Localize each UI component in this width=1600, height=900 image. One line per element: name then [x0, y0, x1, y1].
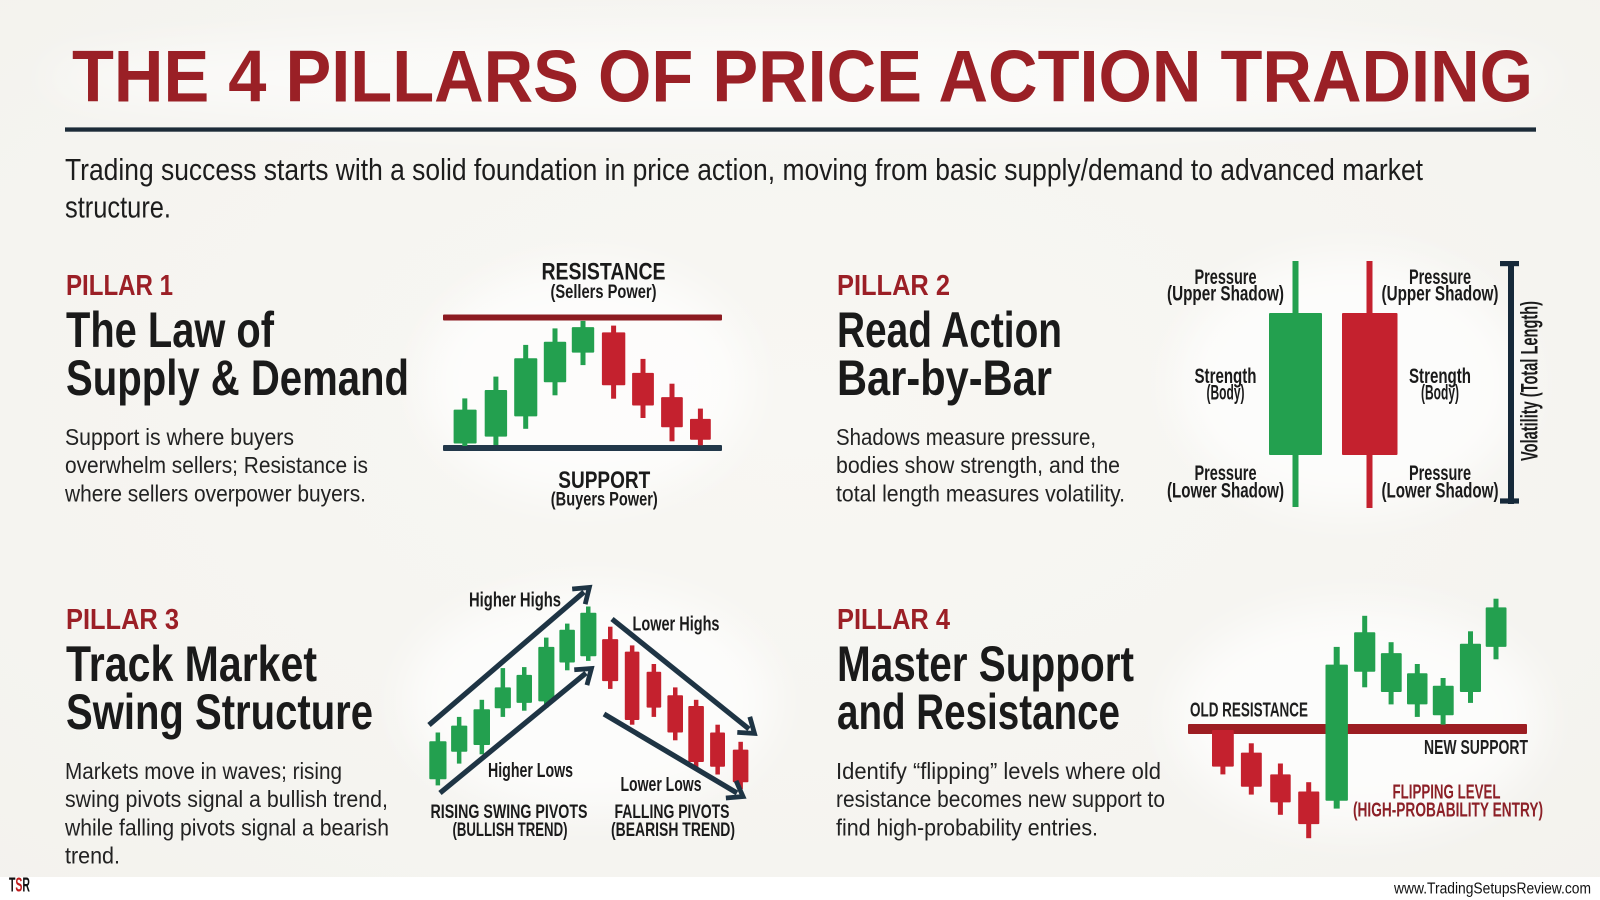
- svg-text:trend.: trend.: [65, 843, 120, 869]
- svg-text:(Body): (Body): [1207, 382, 1245, 405]
- svg-text:FLIPPING LEVEL: FLIPPING LEVEL: [1393, 782, 1501, 804]
- svg-text:RESISTANCE: RESISTANCE: [542, 259, 666, 286]
- svg-text:total length measures volatili: total length measures volatility.: [836, 480, 1125, 506]
- svg-text:TSR: TSR: [9, 874, 30, 897]
- svg-text:(HIGH-PROBABILITY ENTRY): (HIGH-PROBABILITY ENTRY): [1353, 800, 1543, 822]
- svg-text:(Upper Shadow): (Upper Shadow): [1167, 283, 1284, 306]
- svg-text:Bar-by-Bar: Bar-by-Bar: [837, 350, 1052, 406]
- svg-text:Track Market: Track Market: [66, 636, 317, 692]
- svg-text:and Resistance: and Resistance: [837, 684, 1120, 740]
- svg-text:Pressure: Pressure: [1195, 266, 1257, 289]
- svg-text:OLD RESISTANCE: OLD RESISTANCE: [1190, 700, 1308, 722]
- svg-text:Trading success starts with a: Trading success starts with a solid foun…: [65, 152, 1423, 187]
- svg-text:swing pivots signal a bullish: swing pivots signal a bullish trend,: [65, 786, 388, 812]
- svg-text:NEW SUPPORT: NEW SUPPORT: [1424, 737, 1528, 759]
- svg-text:while falling pivots signal a: while falling pivots signal a bearish: [64, 814, 389, 840]
- svg-text:Support is where buyers: Support is where buyers: [65, 424, 294, 450]
- svg-text:(Body): (Body): [1421, 382, 1459, 405]
- svg-text:SUPPORT: SUPPORT: [558, 467, 650, 494]
- svg-text:THE 4 PILLARS OF PRICE ACTION: THE 4 PILLARS OF PRICE ACTION TRADING: [72, 35, 1533, 118]
- svg-text:(Sellers Power): (Sellers Power): [551, 281, 657, 303]
- svg-text:Strength: Strength: [1409, 365, 1471, 388]
- svg-text:(Lower Shadow): (Lower Shadow): [1382, 479, 1499, 502]
- svg-text:Shadows measure pressure,: Shadows measure pressure,: [836, 424, 1096, 450]
- svg-text:(Upper Shadow): (Upper Shadow): [1382, 283, 1499, 306]
- svg-text:(BEARISH TREND): (BEARISH TREND): [611, 819, 735, 841]
- svg-text:Identify “flipping” levels whe: Identify “flipping” levels where old: [836, 758, 1161, 784]
- svg-text:Swing Structure: Swing Structure: [66, 684, 373, 740]
- svg-text:Pressure: Pressure: [1409, 266, 1471, 289]
- svg-text:PILLAR 1: PILLAR 1: [66, 270, 173, 302]
- svg-text:Pressure: Pressure: [1409, 462, 1471, 485]
- svg-text:(BULLISH TREND): (BULLISH TREND): [453, 819, 568, 841]
- svg-text:resistance becomes new support: resistance becomes new support to: [836, 786, 1165, 812]
- svg-text:RISING SWING PIVOTS: RISING SWING PIVOTS: [431, 801, 588, 823]
- svg-text:Higher Highs: Higher Highs: [469, 589, 561, 611]
- svg-text:Master Support: Master Support: [837, 636, 1134, 692]
- svg-text:structure.: structure.: [65, 190, 171, 225]
- svg-text:PILLAR 2: PILLAR 2: [837, 270, 950, 302]
- svg-text:PILLAR 3: PILLAR 3: [66, 604, 179, 636]
- svg-text:(Lower Shadow): (Lower Shadow): [1167, 479, 1284, 502]
- svg-text:PILLAR 4: PILLAR 4: [837, 604, 950, 636]
- svg-text:FALLING PIVOTS: FALLING PIVOTS: [615, 801, 730, 823]
- svg-text:www.TradingSetupsReview.com: www.TradingSetupsReview.com: [1393, 881, 1591, 898]
- svg-text:find high-probability entries.: find high-probability entries.: [836, 814, 1098, 840]
- svg-text:Higher Lows: Higher Lows: [488, 760, 573, 782]
- svg-text:Pressure: Pressure: [1195, 462, 1257, 485]
- svg-text:Markets move in waves; rising: Markets move in waves; rising: [65, 758, 342, 784]
- svg-text:Strength: Strength: [1195, 365, 1257, 388]
- svg-text:Lower Lows: Lower Lows: [621, 774, 702, 796]
- svg-text:overwhelm sellers; Resistance: overwhelm sellers; Resistance is: [65, 452, 368, 478]
- svg-text:bodies show strength, and the: bodies show strength, and the: [836, 452, 1120, 478]
- svg-text:Read Action: Read Action: [837, 302, 1062, 358]
- svg-text:where sellers overpower buyers: where sellers overpower buyers.: [64, 480, 366, 506]
- svg-text:Volatility (Total Length): Volatility (Total Length): [1517, 301, 1544, 461]
- svg-text:Supply & Demand: Supply & Demand: [66, 350, 409, 406]
- svg-text:Lower Highs: Lower Highs: [633, 614, 720, 636]
- svg-text:The Law of: The Law of: [66, 302, 274, 358]
- svg-text:(Buyers Power): (Buyers Power): [551, 489, 658, 511]
